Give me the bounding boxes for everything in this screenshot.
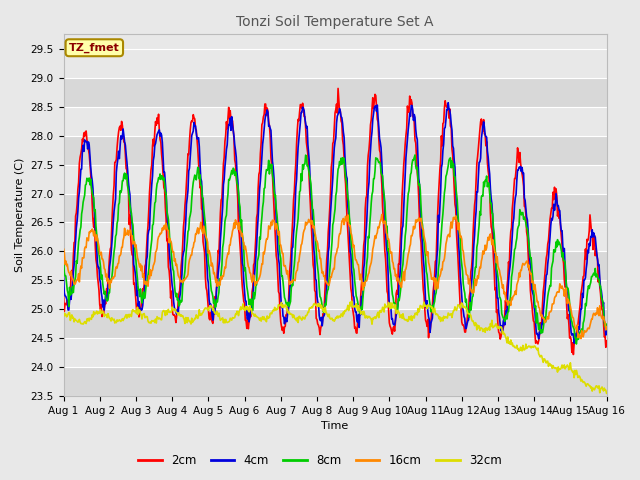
- Y-axis label: Soil Temperature (C): Soil Temperature (C): [15, 158, 25, 273]
- Bar: [63, 107, 607, 136]
- Bar: [63, 367, 607, 396]
- Bar: [63, 49, 607, 78]
- Title: Tonzi Soil Temperature Set A: Tonzi Soil Temperature Set A: [236, 15, 434, 29]
- Legend: 2cm, 4cm, 8cm, 16cm, 32cm: 2cm, 4cm, 8cm, 16cm, 32cm: [134, 449, 506, 472]
- Bar: [63, 280, 607, 309]
- Bar: [63, 165, 607, 193]
- Bar: [63, 136, 607, 165]
- Bar: [63, 338, 607, 367]
- Bar: [63, 309, 607, 338]
- X-axis label: Time: Time: [321, 421, 349, 432]
- Bar: [63, 252, 607, 280]
- Bar: [63, 78, 607, 107]
- Text: TZ_fmet: TZ_fmet: [69, 43, 120, 53]
- Bar: [63, 222, 607, 252]
- Bar: [63, 193, 607, 222]
